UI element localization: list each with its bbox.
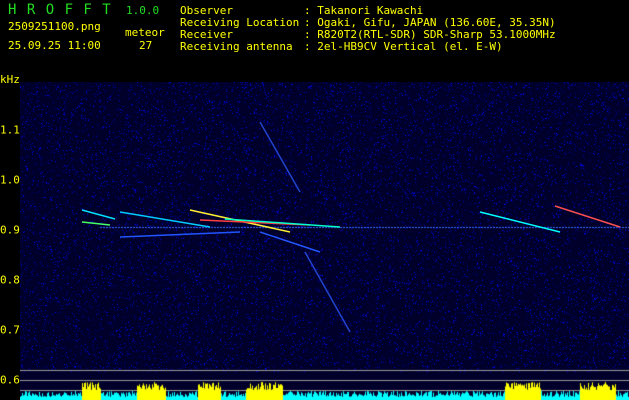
y-tick-label: 0.7 (0, 324, 20, 337)
meteor-trace (260, 122, 300, 192)
meteor-trace (120, 212, 210, 227)
y-tick-label: 1.1 (0, 124, 20, 137)
y-tick-label: 0.6 (0, 374, 20, 387)
y-tick-label: 1.0 (0, 174, 20, 187)
spectrogram-plot (20, 82, 629, 400)
meteor-trace (480, 212, 560, 232)
y-tick-label: 0.8 (0, 274, 20, 287)
meteor-trace (190, 210, 290, 232)
meteor-trace (225, 219, 340, 227)
meteor-count: 27 (139, 40, 152, 52)
datetime: 25.09.25 11:00 (8, 40, 101, 52)
info-label: Receiving antenna (180, 41, 293, 53)
meteor-trace (260, 232, 320, 252)
info-value: : 2el-HB9CV Vertical (el. E-W) (304, 41, 503, 53)
meteor-trace (82, 222, 110, 225)
meteor-trace (120, 232, 240, 237)
y-unit-label: kHz (0, 74, 20, 86)
meteor-trace (555, 206, 620, 227)
meteor-trace (305, 252, 350, 332)
app-version: 1.0.0 (126, 5, 159, 17)
meteor-traces (20, 82, 629, 400)
y-tick-label: 0.9 (0, 224, 20, 237)
app-logo: H R O F F T (8, 4, 112, 16)
meteor-label: meteor (125, 27, 165, 39)
meteor-trace (82, 210, 115, 219)
filename: 2509251100.png (8, 21, 101, 33)
